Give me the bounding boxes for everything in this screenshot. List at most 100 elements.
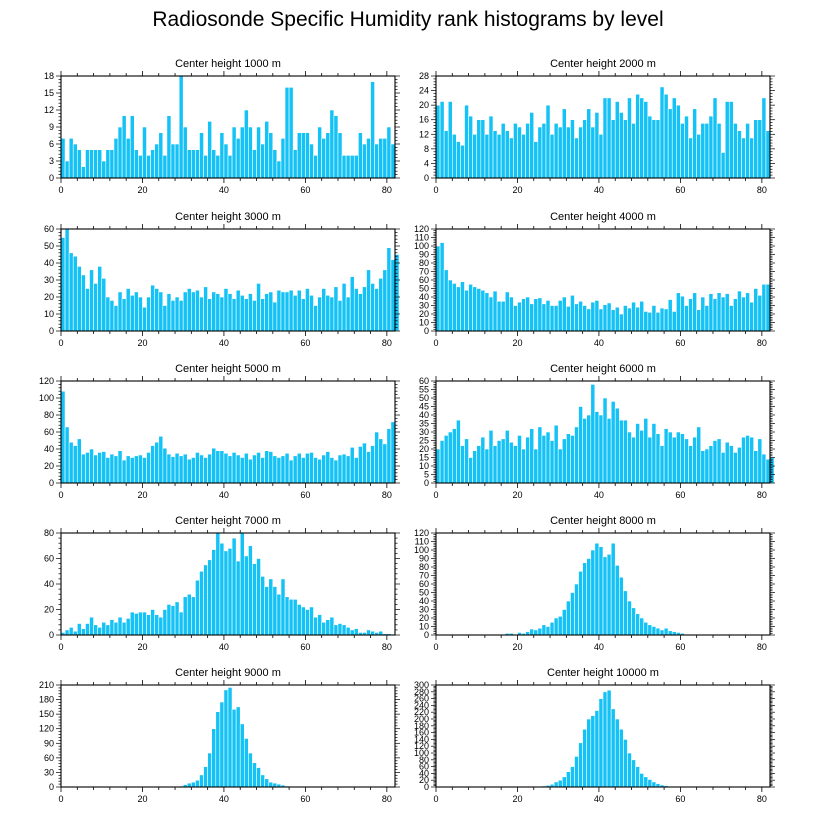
histogram-bar	[651, 305, 657, 332]
histogram-bar	[101, 160, 107, 179]
histogram-bar	[280, 455, 286, 484]
y-tick-label: 12	[419, 129, 429, 139]
histogram-bar	[252, 454, 257, 484]
y-tick-label: 260	[414, 694, 429, 704]
histogram-bar	[260, 774, 265, 788]
histogram-bar	[256, 283, 261, 332]
histogram-bar	[614, 306, 620, 332]
histogram-bar	[235, 560, 241, 636]
histogram-bar	[174, 296, 180, 332]
histogram-bar	[659, 307, 665, 332]
y-tick-label: 10	[419, 622, 429, 632]
histogram-bar	[484, 133, 490, 179]
y-tick-label: 50	[419, 588, 429, 598]
histogram-bar	[761, 283, 767, 332]
histogram-bar	[362, 442, 367, 484]
histogram-bar	[521, 298, 526, 332]
histogram-bar	[215, 711, 221, 788]
histogram-bar	[345, 627, 351, 636]
x-tick-label: 20	[137, 642, 147, 652]
histogram-bar	[301, 132, 306, 179]
histogram-bar	[243, 298, 249, 332]
y-tick-label: 220	[414, 707, 429, 717]
histogram-bar	[76, 438, 82, 484]
histogram-bar	[464, 289, 469, 332]
histogram-bar	[333, 624, 339, 636]
histogram-bar	[170, 300, 176, 332]
histogram-bar	[525, 296, 530, 332]
histogram-bar	[142, 457, 147, 484]
y-tick-label: 16	[419, 115, 429, 125]
histogram-bar	[195, 289, 200, 332]
histogram-bar	[574, 756, 579, 788]
histogram-bar	[753, 450, 759, 484]
histogram-bar	[586, 108, 592, 179]
histogram-bar	[663, 308, 669, 332]
histogram-bar	[704, 123, 710, 179]
histogram-bar	[618, 313, 624, 332]
histogram-bar	[513, 123, 518, 179]
histogram-bar	[606, 418, 612, 484]
histogram-bar	[635, 306, 640, 332]
histogram-bar	[541, 435, 547, 484]
histogram-bar	[211, 728, 217, 788]
x-tick-label: 60	[300, 794, 310, 804]
y-tick-label: 20	[419, 309, 429, 319]
histogram-bar	[215, 293, 221, 332]
histogram-bar	[329, 616, 335, 636]
histogram-bar	[374, 143, 380, 179]
histogram-bar	[390, 421, 396, 484]
histogram-bar	[700, 296, 706, 332]
x-tick-label: 40	[594, 338, 604, 348]
histogram-bar	[125, 288, 131, 332]
histogram-bar	[268, 291, 274, 332]
histogram-bar	[737, 446, 742, 484]
histogram-bar	[154, 143, 160, 179]
histogram-bar	[696, 426, 702, 484]
y-tick-label: 60	[44, 554, 54, 564]
histogram-bar	[345, 155, 351, 179]
histogram-bar	[134, 149, 139, 179]
y-tick-label: 0	[424, 326, 429, 336]
histogram-bar	[574, 583, 579, 636]
histogram-bar	[284, 452, 290, 484]
histogram-bar	[252, 762, 257, 788]
histogram-bar	[500, 123, 506, 179]
histogram-bar	[578, 570, 583, 636]
histogram-bar	[663, 93, 669, 179]
x-tick-label: 0	[58, 185, 63, 195]
histogram-bar	[89, 448, 94, 484]
y-tick-label: 15	[419, 453, 429, 463]
histogram-bar	[243, 109, 249, 179]
y-tick-label: 280	[414, 687, 429, 697]
histogram-bar	[195, 579, 200, 636]
histogram-bar	[154, 614, 160, 636]
histogram-bar	[667, 431, 673, 484]
panel-title: Center height 7000 m	[175, 515, 281, 527]
histogram-bar	[557, 300, 563, 332]
histogram-bar	[256, 767, 261, 788]
histogram-bar	[382, 269, 388, 332]
histogram-bar	[211, 149, 217, 179]
histogram-bar	[610, 542, 616, 636]
y-tick-label: 80	[419, 258, 429, 268]
histogram-bar	[386, 126, 392, 179]
histogram-bar	[81, 453, 86, 484]
x-tick-label: 40	[219, 794, 229, 804]
histogram-bar	[627, 752, 632, 788]
x-tick-label: 60	[300, 642, 310, 652]
panel-title: Center height 5000 m	[175, 363, 281, 375]
histogram-bar	[101, 451, 107, 484]
y-tick-label: 45	[419, 402, 429, 412]
histogram-bar	[309, 143, 314, 179]
histogram-bar	[586, 414, 592, 484]
histogram-bar	[321, 621, 327, 636]
histogram-bar	[582, 305, 588, 332]
histogram-bar	[745, 292, 750, 332]
histogram-bar	[561, 108, 567, 179]
histogram-bar	[557, 779, 563, 788]
y-tick-label: 20	[419, 775, 429, 785]
histogram-bar	[688, 137, 693, 179]
histogram-bar	[97, 627, 103, 636]
histogram-bar	[284, 87, 290, 179]
